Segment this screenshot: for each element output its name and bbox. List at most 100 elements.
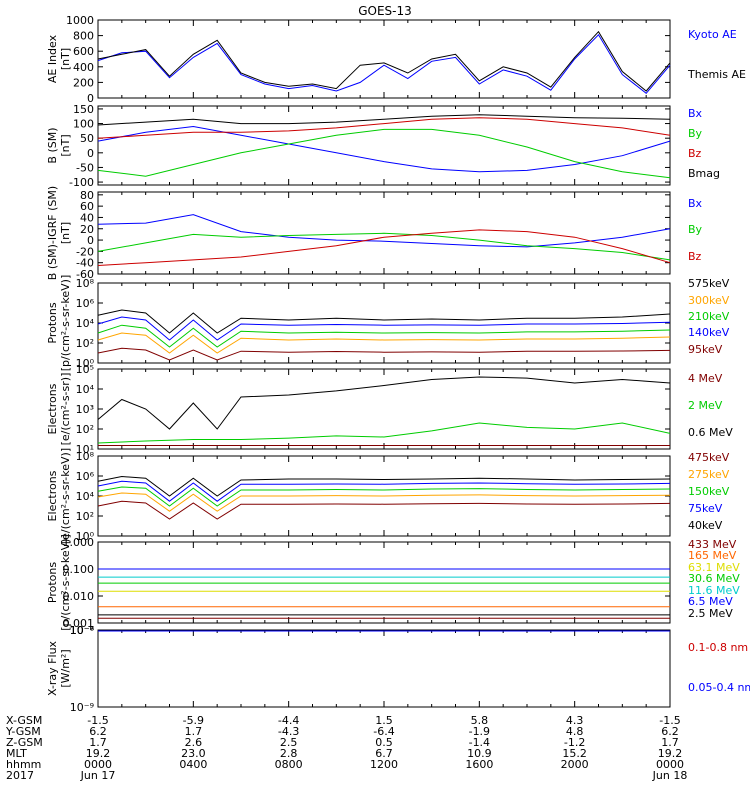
x-table-cell: 1.5: [375, 714, 393, 727]
y-tick-label: 1.000: [63, 536, 95, 549]
panel-frame: [97, 19, 671, 99]
y-tick-label: 80: [80, 189, 94, 202]
row-label: hhmm: [6, 758, 41, 771]
x-table-cell: 0800: [275, 758, 303, 771]
y-tick-label: 1000: [66, 14, 94, 27]
x-table-cell: 0000: [84, 758, 112, 771]
panel-frame: [97, 541, 671, 624]
y-axis-label: [nT]: [59, 222, 72, 244]
y-tick-label: 10²: [76, 423, 94, 436]
y-tick-label: 10⁸: [76, 450, 95, 463]
x-table-cell: -4.3: [278, 725, 299, 738]
legend-entry: 11.6 MeV: [688, 584, 740, 597]
x-table-cell: -1.5: [87, 714, 108, 727]
legend-entry: Bx: [688, 107, 703, 120]
y-tick-label: 10⁻⁷: [70, 624, 94, 637]
y-axis-label: Electrons: [46, 470, 59, 521]
series-210kev: [97, 324, 671, 348]
panel-ae-index: 0 200 400 600 800 1000 AE Index [nT] Kyoto AE The…: [46, 14, 746, 105]
series-475kev: [97, 500, 671, 520]
x-table-cell: 2.8: [280, 747, 298, 760]
y-tick-label: 0: [87, 234, 94, 247]
legend-entry: 40keV: [688, 519, 723, 532]
y-tick-label: 0: [87, 92, 94, 105]
x-table-cell: 2.6: [185, 736, 203, 749]
x-table-cell: -1.4: [469, 736, 490, 749]
y-tick-label: 150: [73, 103, 94, 116]
panel-protons-high: 1.000 0.100 0.010 0.001 Protons [p/(cm²-s-sr-…: [46, 534, 740, 631]
series-575kev: [97, 309, 671, 334]
y-tick-label: -50: [76, 161, 94, 174]
y-tick-label: 10⁴: [76, 490, 95, 503]
series-bz: [97, 229, 671, 266]
y-tick-label: 10⁴: [76, 317, 95, 330]
panel-xray-flux: 10⁻⁸10⁻⁷10⁻⁶ 10⁻⁹ X-ray Flux [W/m²] 0.1-0.8 …: [46, 624, 750, 714]
x-table-cell: 4.8: [566, 725, 584, 738]
series-140kev: [97, 316, 671, 341]
legend-entry: 2.5 MeV: [688, 607, 733, 620]
x-table-cell: 1600: [465, 758, 493, 771]
legend-entry: 63.1 MeV: [688, 561, 740, 574]
x-table-cell: 23.0: [181, 747, 206, 760]
x-table-cell: -1.9: [469, 725, 490, 738]
plot-title: GOES-13: [358, 4, 412, 18]
x-table-cell: -6.4: [373, 725, 394, 738]
panel-electrons-low: 10⁸ 10⁶ 10⁴ 10² 10⁰ Electrons [e/(cm²-s-sr-keV…: [46, 448, 730, 544]
panel-protons-low: 10⁸ 10⁶ 10⁴ 10² 10⁰ Protons [p/(cm²-s-sr-keV)]…: [46, 275, 730, 372]
legend-entry: 210keV: [688, 310, 730, 323]
row-label: Y-GSM: [5, 725, 41, 738]
series-kyoto-ae: [97, 33, 671, 94]
legend-entry: 0.1-0.8 nm: [688, 641, 748, 654]
y-tick-label: -20: [76, 245, 94, 258]
y-tick-label: 20: [80, 223, 94, 236]
legend-entry: 140keV: [688, 326, 730, 339]
x-table-cell: -1.2: [564, 736, 585, 749]
series-275kev: [97, 492, 671, 512]
y-axis-label: [nT]: [59, 48, 72, 70]
legend-entry: Themis AE: [687, 68, 746, 81]
legend-entry: 300keV: [688, 294, 730, 307]
y-tick-label: 10⁰: [76, 530, 95, 543]
series-themis-ae: [97, 30, 671, 92]
legend-entry: 0.05-0.4 nm: [688, 681, 750, 694]
y-tick-label: 10¹: [76, 443, 94, 456]
x-date-label: Jun 17: [80, 769, 116, 782]
series-by: [97, 128, 671, 179]
series-bx: [97, 214, 671, 248]
legend-entry: Kyoto AE: [688, 28, 737, 41]
x-axis-table: X-GSMY-GSMZ-GSMMLThhmm2017-1.56.21.719.2…: [5, 714, 687, 782]
y-tick-label: 10⁻⁸: [70, 624, 95, 637]
y-tick-label: 0.010: [63, 590, 95, 603]
y-tick-label: 600: [73, 45, 94, 58]
legend-entry: Bz: [688, 250, 702, 263]
legend-entry: By: [688, 127, 703, 140]
y-axis-label: B (SM)-IGRF (SM): [46, 186, 59, 280]
panel-frame: [97, 629, 671, 708]
panel-electrons-high: 10⁵ 10⁴ 10³ 10² 10¹ Electrons [e/(cm²-s-sr)] 4 …: [46, 363, 733, 456]
series-bx: [97, 125, 671, 173]
x-table-cell: 1.7: [185, 725, 203, 738]
legend-entry: Bx: [688, 197, 703, 210]
y-axis-label: [e/(cm²-s-sr-keV)]: [59, 448, 72, 544]
y-axis-label: AE Index: [46, 34, 59, 83]
row-label: X-GSM: [6, 714, 42, 727]
row-label: Z-GSM: [6, 736, 43, 749]
x-table-cell: 2000: [561, 758, 589, 771]
x-table-cell: 4.3: [566, 714, 584, 727]
y-tick-label: 100: [73, 118, 94, 131]
x-table-cell: 6.7: [375, 747, 393, 760]
x-table-cell: 0000: [656, 758, 684, 771]
y-tick-label: 60: [80, 200, 94, 213]
legend-entry: 2 MeV: [688, 399, 723, 412]
y-tick-label: 10⁰: [76, 357, 95, 370]
x-table-cell: 10.9: [467, 747, 492, 760]
legend-entry: By: [688, 223, 703, 236]
y-axis-label: Protons: [46, 562, 59, 603]
y-axis-label: Protons: [46, 302, 59, 343]
y-tick-label: 50: [80, 132, 94, 145]
legend-entry: 575keV: [688, 277, 730, 290]
y-tick-label: 0: [87, 147, 94, 160]
y-tick-label: 10⁶: [76, 297, 95, 310]
